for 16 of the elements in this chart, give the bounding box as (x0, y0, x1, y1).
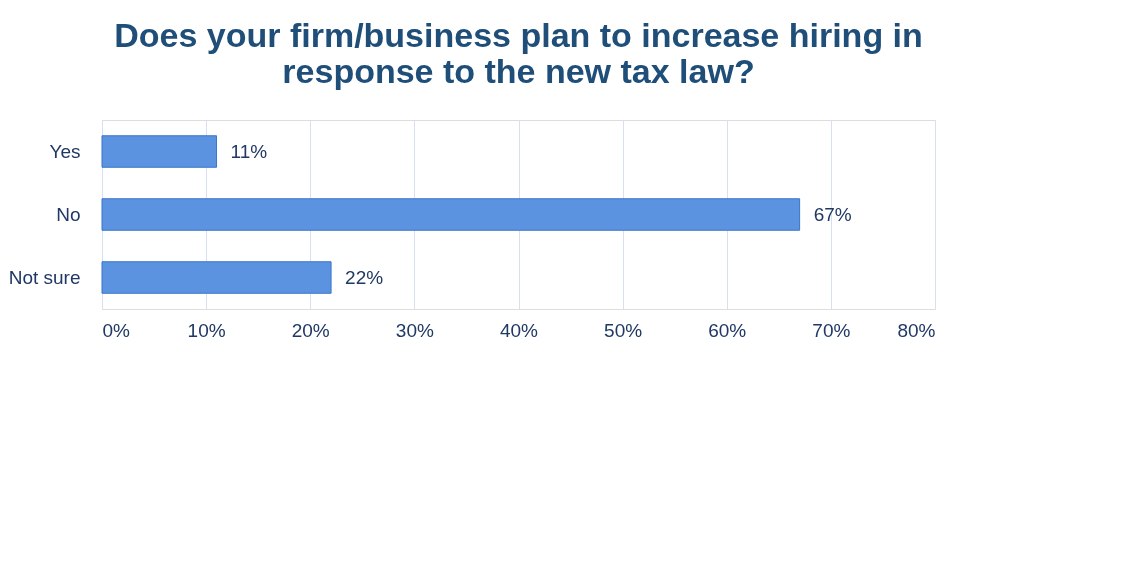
x-tick-label: 40% (499, 319, 539, 341)
data-label: 11% (230, 140, 268, 162)
x-tick-label: 10% (187, 319, 226, 341)
data-label: 67% (813, 203, 852, 225)
x-tick-label: 80% (897, 319, 936, 341)
x-tick-label: 70% (812, 319, 851, 341)
x-tick-label: 30% (395, 319, 434, 341)
y-tick-label: Yes (49, 140, 81, 162)
x-tick-label: 20% (291, 319, 330, 341)
x-tick-label: 50% (604, 319, 643, 341)
x-tick-label: 60% (708, 319, 747, 341)
y-tick-label: Not sure (8, 266, 81, 288)
data-label: 22% (345, 266, 384, 288)
x-tick-label: 0% (102, 319, 131, 341)
chart-title: Does your firm/business plan to increase hiring in response to the new tax law? (114, 16, 923, 90)
y-tick-label: No (56, 203, 81, 225)
